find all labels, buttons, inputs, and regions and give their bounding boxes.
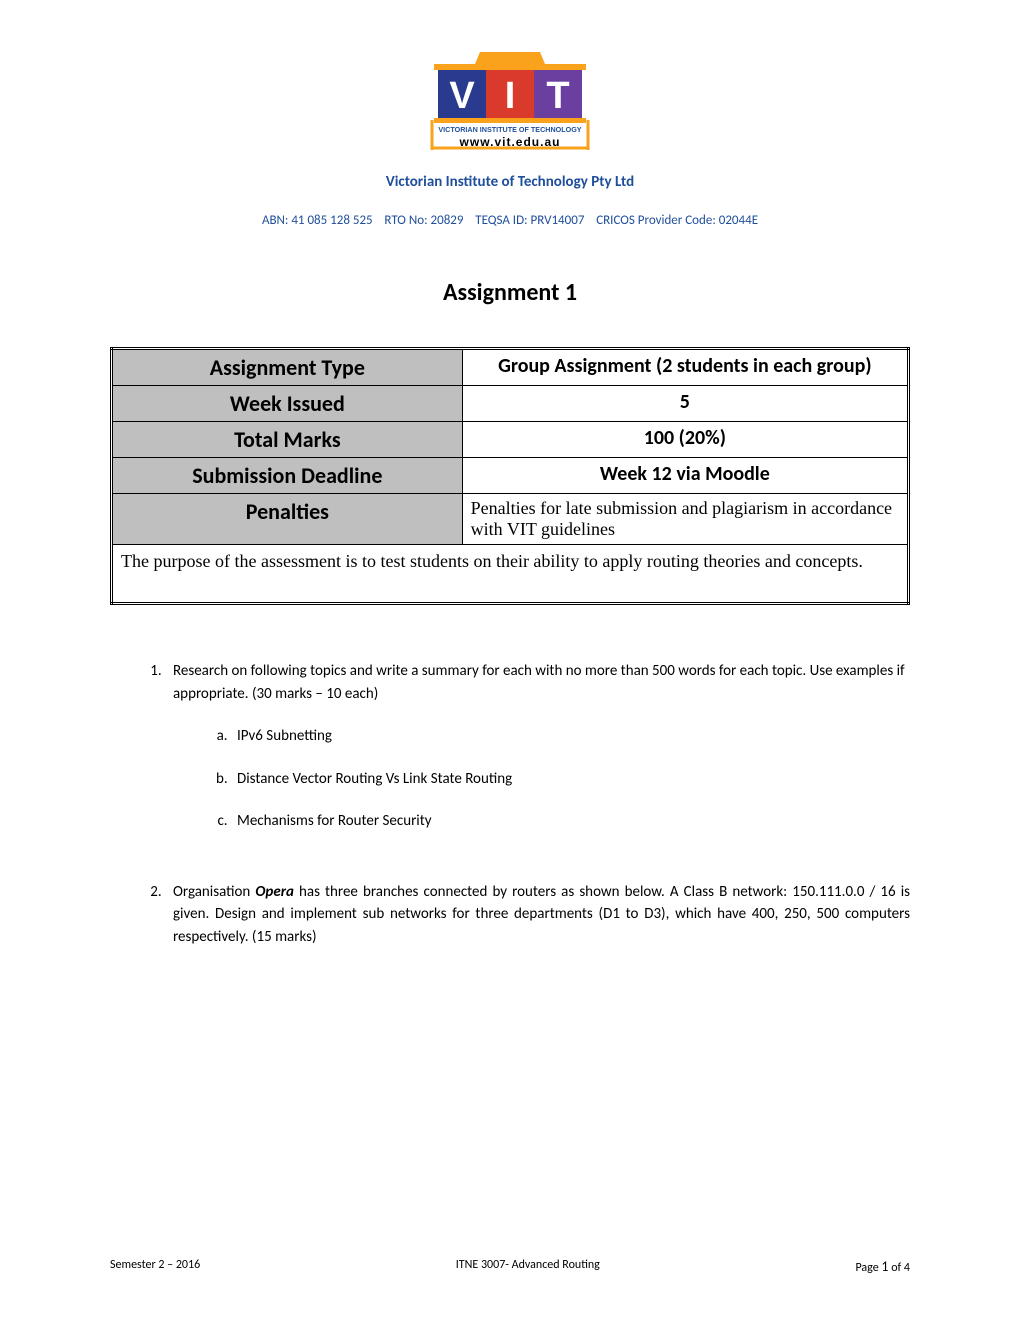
label-assignment-type: Assignment Type — [112, 349, 463, 386]
label-penalties: Penalties — [112, 494, 463, 545]
label-week-issued: Week Issued — [112, 386, 463, 422]
label-total-marks: Total Marks — [112, 422, 463, 458]
table-row: Total Marks 100 (20%) — [112, 422, 909, 458]
assignment-info-table: Assignment Type Group Assignment (2 stud… — [110, 347, 910, 605]
logo-subtitle: VICTORIAN INSTITUTE OF TECHNOLOGY — [438, 125, 581, 134]
table-row-purpose: The purpose of the assessment is to test… — [112, 545, 909, 604]
teqsa-id: TEQSA ID: PRV14007 — [475, 213, 584, 228]
org-name: Victorian Institute of Technology Pty Lt… — [110, 173, 910, 191]
value-week-issued: 5 — [462, 386, 908, 422]
cricos-code: CRICOS Provider Code: 02044E — [596, 213, 758, 228]
question-2-bold: Opera — [255, 883, 294, 901]
value-penalties: Penalties for late submission and plagia… — [462, 494, 908, 545]
question-1c: Mechanisms for Router Security — [231, 810, 910, 833]
vit-logo: V I T VICTORIAN INSTITUTE OF TECHNOLOGY … — [420, 50, 600, 150]
logo-letter-i: I — [505, 75, 516, 117]
footer-left: Semester 2 – 2016 — [110, 1258, 200, 1275]
value-total-marks: 100 (20%) — [462, 422, 908, 458]
label-submission-deadline: Submission Deadline — [112, 458, 463, 494]
table-row: Assignment Type Group Assignment (2 stud… — [112, 349, 909, 386]
question-1-text: Research on following topics and write a… — [173, 662, 905, 703]
footer-page: Page 1 of 4 — [855, 1258, 910, 1275]
value-assignment-type: Group Assignment (2 students in each gro… — [462, 349, 908, 386]
value-submission-deadline: Week 12 via Moodle — [462, 458, 908, 494]
question-1b: Distance Vector Routing Vs Link State Ro… — [231, 768, 910, 791]
page-title: Assignment 1 — [110, 278, 910, 307]
question-2: Organisation Opera has three branches co… — [165, 881, 910, 949]
logo-letter-t: T — [546, 75, 569, 117]
table-row: Submission Deadline Week 12 via Moodle — [112, 458, 909, 494]
footer-center: ITNE 3007- Advanced Routing — [456, 1258, 600, 1275]
footer: Semester 2 – 2016 ITNE 3007- Advanced Ro… — [110, 1258, 910, 1275]
page-of: of — [888, 1261, 903, 1275]
table-row: Week Issued 5 — [112, 386, 909, 422]
table-row: Penalties Penalties for late submission … — [112, 494, 909, 545]
abn: ABN: 41 085 128 525 — [262, 213, 373, 228]
rto-no: RTO No: 20829 — [384, 213, 463, 228]
questions-area: Research on following topics and write a… — [110, 660, 910, 948]
assessment-purpose: The purpose of the assessment is to test… — [112, 545, 909, 604]
registration-line: ABN: 41 085 128 525 RTO No: 20829 TEQSA … — [110, 213, 910, 228]
page-prefix: Page — [855, 1261, 881, 1275]
logo-area: V I T VICTORIAN INSTITUTE OF TECHNOLOGY … — [110, 50, 910, 155]
question-1: Research on following topics and write a… — [165, 660, 910, 833]
page-total: 4 — [904, 1261, 910, 1275]
question-1a: IPv6 Subnetting — [231, 725, 910, 748]
question-2-before: Organisation — [173, 883, 255, 901]
logo-letter-v: V — [449, 75, 475, 117]
